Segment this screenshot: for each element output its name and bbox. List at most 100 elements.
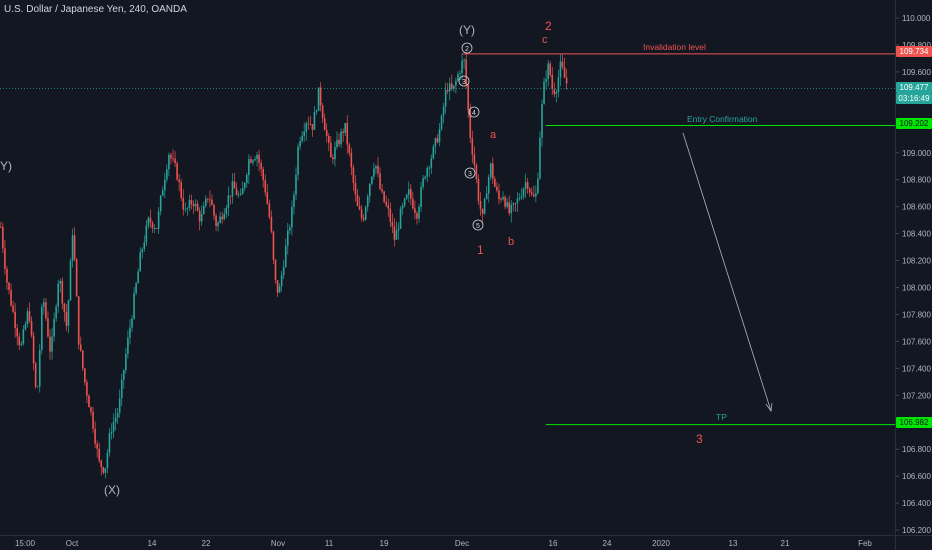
candle-body	[481, 208, 484, 214]
candle-body	[219, 216, 221, 223]
current-price-tag: 109.477	[896, 82, 932, 93]
candle-body	[194, 203, 197, 207]
candle-body	[403, 198, 406, 206]
candle-body	[436, 138, 439, 143]
candle-body	[362, 217, 365, 220]
candle-body	[131, 318, 133, 328]
candle-body	[174, 158, 176, 164]
candle-body	[407, 189, 410, 195]
candle-body	[104, 468, 107, 473]
candle-body	[360, 209, 363, 218]
time-tick-label: 13	[729, 539, 738, 548]
wave-count-number: 4	[472, 110, 476, 117]
candle-body	[51, 336, 53, 352]
candle-body	[2, 226, 4, 249]
candle-body	[469, 110, 472, 139]
candle-body	[373, 168, 375, 177]
candle-body	[520, 196, 523, 199]
candle-body	[524, 182, 527, 189]
candle-body	[387, 205, 390, 209]
candle-body	[500, 199, 502, 200]
candle-body	[414, 208, 416, 214]
candle-body	[82, 350, 84, 369]
candle-body	[28, 311, 31, 322]
chart-title: U.S. Dollar / Japanese Yen, 240, OANDA	[4, 4, 187, 15]
candle-body	[432, 146, 435, 159]
bar-countdown: 03:16:49	[896, 93, 932, 104]
candle-body	[118, 398, 121, 413]
candle-body	[225, 207, 228, 215]
candle-body	[22, 329, 25, 344]
candle-body	[461, 60, 463, 74]
candle-body	[268, 203, 271, 218]
wave-label-3: 3	[696, 432, 703, 446]
candle-body	[41, 306, 43, 351]
candle-body	[502, 196, 504, 200]
wave-count-number: 5	[476, 223, 480, 230]
candle-body	[371, 176, 373, 184]
candle-body	[477, 179, 480, 202]
entry-confirmation-label: Entry Confirmation	[687, 114, 758, 124]
candle-body	[539, 137, 541, 179]
candle-body	[342, 131, 344, 134]
candle-body	[299, 140, 301, 147]
candle-body	[354, 182, 357, 195]
candle-body	[198, 210, 201, 222]
invalidation-price-tag: 109.734	[896, 46, 932, 57]
candle-body	[317, 87, 320, 111]
candle-body	[448, 83, 451, 92]
candle-body	[84, 368, 86, 383]
price-tick-label: 107.800	[902, 310, 931, 319]
candle-body	[192, 204, 195, 207]
candle-body	[0, 226, 2, 228]
candle-body	[34, 363, 37, 387]
candle-body	[12, 305, 14, 312]
candle-body	[473, 154, 476, 166]
candle-body	[291, 207, 293, 228]
projection-arrow	[682, 132, 772, 412]
candle-body	[24, 324, 27, 330]
wave-label-c: c	[542, 34, 548, 46]
candle-body	[182, 197, 185, 210]
candle-body	[498, 190, 500, 200]
wave-label-X: (X)	[104, 483, 120, 497]
candle-body	[405, 194, 408, 199]
candle-body	[190, 200, 193, 205]
wave-count-circle	[461, 42, 473, 54]
candle-body	[110, 431, 113, 434]
candle-body	[53, 318, 55, 337]
entry-price-tag: 109.202	[896, 118, 932, 129]
candle-body	[55, 306, 57, 319]
candle-body	[221, 216, 223, 220]
wave-label-b: b	[508, 236, 515, 248]
candle-body	[137, 271, 139, 284]
candle-body	[465, 59, 467, 85]
candle-body	[391, 221, 394, 227]
candle-body	[555, 91, 558, 94]
candle-body	[328, 135, 330, 143]
candle-body	[178, 179, 180, 183]
price-tick-label: 106.600	[902, 472, 931, 481]
candle-body	[258, 154, 260, 163]
candle-body	[102, 467, 105, 473]
candle-body	[321, 105, 324, 119]
candle-body	[455, 80, 457, 86]
wave-label-2: 2	[545, 19, 552, 33]
candle-body	[264, 180, 267, 193]
candle-body	[393, 226, 396, 240]
candle-body	[412, 198, 414, 209]
candle-body	[420, 187, 422, 207]
candle-body	[20, 343, 23, 345]
candle-body	[166, 169, 168, 180]
candle-body	[284, 245, 287, 268]
candle-body	[303, 131, 305, 136]
wave-count-number: 3	[468, 171, 472, 178]
candle-body	[270, 217, 273, 232]
candle-body	[289, 227, 291, 231]
candle-body	[512, 203, 515, 205]
candle-body	[92, 411, 94, 429]
price-axis-separator	[895, 0, 896, 550]
candle-body	[157, 211, 160, 229]
candle-body	[410, 189, 412, 199]
